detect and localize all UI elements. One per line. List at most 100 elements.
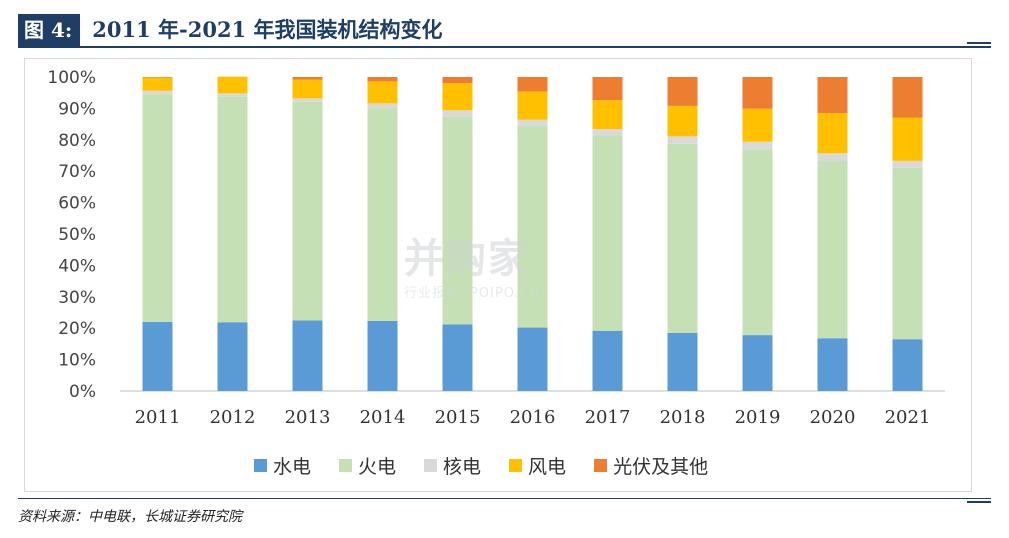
legend-label: 水电 (273, 456, 312, 478)
x-tick-label: 2013 (285, 407, 331, 428)
legend-swatch (339, 459, 353, 472)
legend-item: 风电 (509, 452, 566, 479)
bar-segment-2019 (742, 149, 773, 336)
bar-segment-2015 (442, 324, 473, 391)
bar-segment-2015 (442, 83, 473, 111)
bar-segment-2020 (817, 113, 848, 154)
bar-segment-2013 (292, 79, 323, 99)
bar-segment-2020 (817, 160, 848, 339)
bar-segment-2020 (817, 77, 848, 114)
bar-segment-2013 (292, 320, 323, 391)
bar-segment-2021 (892, 77, 923, 118)
x-tick-label: 2018 (660, 407, 706, 428)
legend-swatch (509, 459, 523, 472)
legend-item: 火电 (339, 452, 396, 479)
bar-segment-2017 (592, 135, 623, 331)
footer-divider (18, 498, 991, 499)
bar-segment-2018 (667, 77, 698, 106)
bar-segment-2016 (517, 327, 548, 391)
legend-label: 光伏及其他 (613, 456, 709, 478)
legend-swatch (254, 459, 267, 472)
title-divider (18, 46, 991, 48)
bar-segment-2013 (292, 77, 323, 80)
bar-segment-2015 (442, 116, 473, 325)
y-tick-label: 40% (58, 256, 96, 276)
legend-item: 水电 (254, 452, 311, 479)
y-tick-label: 0% (69, 382, 96, 402)
bar-segment-2015 (442, 110, 473, 117)
chart-legend: 水电 火电 核电 风电 光伏及其他 (254, 452, 708, 479)
bar-segment-2015 (442, 77, 473, 84)
legend-swatch (594, 459, 608, 472)
bar-segment-2016 (517, 91, 548, 120)
legend-item: 核电 (424, 452, 481, 479)
bar-segment-2013 (292, 98, 323, 102)
title-divider-accent (967, 42, 991, 44)
bar-segment-2017 (592, 330, 623, 391)
y-tick-label: 30% (58, 288, 96, 308)
x-tick-label: 2011 (135, 407, 181, 428)
y-tick-label: 90% (58, 99, 96, 119)
x-tick-label: 2019 (735, 407, 781, 428)
bar-segment-2019 (742, 141, 773, 150)
bar-segment-2016 (517, 77, 548, 92)
x-tick-label: 2014 (360, 407, 406, 428)
y-tick-label: 50% (58, 225, 96, 245)
figure-title: 2011 年-2021 年我国装机结构变化 (92, 17, 443, 42)
x-tick-label: 2016 (510, 407, 556, 428)
bar-segment-2013 (292, 101, 323, 321)
bar-segment-2014 (367, 81, 398, 104)
bar-segment-2017 (592, 129, 623, 136)
source-note: 资料来源：中电联，长城证券研究院 (18, 509, 242, 525)
bar-segment-2017 (592, 100, 623, 130)
bar-segment-2018 (667, 136, 698, 144)
bar-segment-2012 (217, 322, 248, 391)
x-tick-label: 2021 (885, 407, 931, 428)
x-tick-label: 2012 (210, 407, 256, 428)
bar-segment-2021 (892, 160, 923, 168)
y-tick-label: 100% (47, 68, 96, 88)
bar-segment-2021 (892, 117, 923, 161)
bar-segment-2011 (142, 94, 173, 322)
bar-segment-2014 (367, 320, 398, 391)
legend-swatch (424, 459, 438, 472)
bar-segment-2011 (142, 77, 173, 91)
bar-segment-2018 (667, 143, 698, 333)
bar-segment-2016 (517, 119, 548, 126)
legend-label: 核电 (443, 456, 482, 478)
footer-divider-accent (967, 501, 991, 503)
bar-segment-2019 (742, 335, 773, 391)
y-tick-label: 60% (58, 194, 96, 214)
bar-segment-2016 (517, 125, 548, 328)
bar-segment-2011 (142, 90, 173, 95)
bar-segment-2011 (142, 77, 173, 78)
figure-title-bar: 图 4: 2011 年-2021 年我国装机结构变化 (18, 14, 443, 46)
bar-segment-2021 (892, 167, 923, 340)
bar-segment-2019 (742, 77, 773, 109)
bar-segment-2012 (217, 96, 248, 323)
bar-segment-2011 (142, 321, 173, 391)
x-tick-label: 2020 (810, 407, 856, 428)
legend-label: 火电 (358, 456, 397, 478)
bar-segment-2017 (592, 77, 623, 101)
bar-segment-2014 (367, 103, 398, 109)
bar-segment-2018 (667, 332, 698, 391)
y-tick-label: 20% (58, 319, 96, 339)
y-tick-label: 10% (58, 351, 96, 371)
y-tick-label: 70% (58, 162, 96, 182)
bar-segment-2014 (367, 108, 398, 321)
bar-segment-2019 (742, 108, 773, 142)
bar-segment-2014 (367, 77, 398, 82)
legend-label: 风电 (528, 456, 567, 478)
legend-item: 光伏及其他 (594, 452, 708, 479)
bar-segment-2012 (217, 93, 248, 97)
bar-segment-2021 (892, 339, 923, 391)
x-tick-label: 2017 (585, 407, 631, 428)
bar-segment-2012 (217, 76, 248, 94)
bar-segment-2020 (817, 153, 848, 161)
bar-segment-2020 (817, 338, 848, 391)
x-tick-label: 2015 (435, 407, 481, 428)
chart-frame (24, 58, 972, 492)
bar-segment-2018 (667, 105, 698, 137)
